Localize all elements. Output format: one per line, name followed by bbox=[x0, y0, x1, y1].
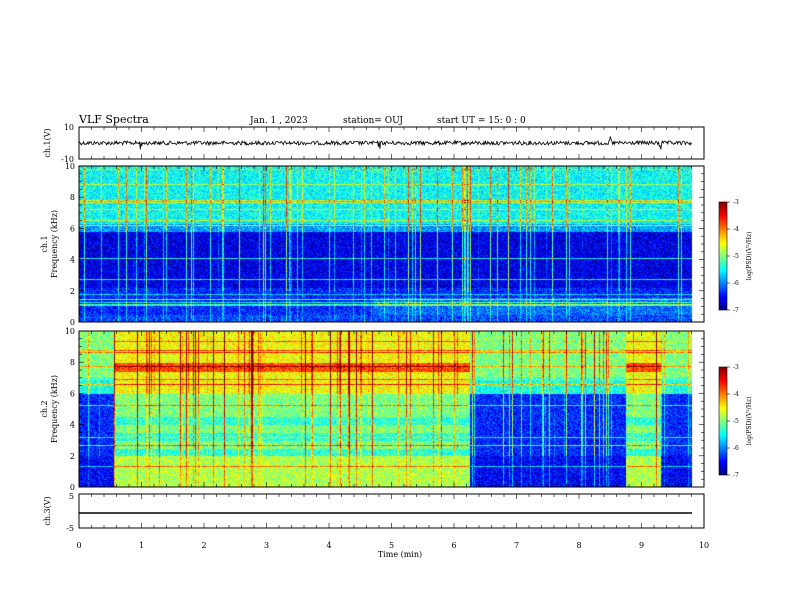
ch3-ytick-bottom: -5 bbox=[66, 524, 74, 533]
colorbar-tick-label: -3 bbox=[733, 364, 739, 371]
x-axis-tick-labels: 0 1 2 3 4 5 6 7 8 9 10 bbox=[76, 541, 709, 550]
x-tick-label: 7 bbox=[514, 541, 519, 550]
colorbar-tick-label: -7 bbox=[733, 307, 739, 314]
y-tick-label: 0 bbox=[70, 483, 75, 492]
colorbar-tick-label: -4 bbox=[733, 391, 739, 398]
ch1-colorbar: -3 -4 -5 -6 -7 log(PSD)(V²/Hz) bbox=[718, 199, 753, 314]
colorbar-tick-label: -7 bbox=[733, 472, 739, 479]
y-tick-label: 10 bbox=[65, 162, 75, 171]
ch2-spectrogram-ylabel-2: Frequency (kHz) bbox=[50, 375, 59, 443]
ch2-colorbar-label: log(PSD)(V²/Hz) bbox=[746, 397, 753, 446]
ch2-spectrogram-image bbox=[79, 331, 704, 487]
y-tick-label: 8 bbox=[70, 358, 75, 367]
ch1-spectrogram-ylabel-2: Frequency (kHz) bbox=[50, 210, 59, 278]
ch1-waveform-ylabel: ch.1(V) bbox=[43, 128, 52, 157]
x-tick-label: 0 bbox=[76, 541, 81, 550]
colorbar-tick-label: -6 bbox=[733, 445, 739, 452]
ch3-waveform-ticks bbox=[78, 494, 705, 528]
ch2-spectrogram-yticks: 0 2 4 6 8 10 bbox=[65, 327, 704, 492]
ch1-spectrogram-panel: 0 2 4 6 8 10 ch.1 Frequency (kHz) bbox=[40, 162, 705, 327]
ch1-colorbar-label: log(PSD)(V²/Hz) bbox=[746, 232, 753, 281]
colorbar-tick-label: -3 bbox=[733, 199, 739, 206]
y-tick-label: 4 bbox=[70, 256, 75, 265]
ch1-waveform-ticks bbox=[78, 127, 705, 159]
x-tick-label: 10 bbox=[699, 541, 709, 550]
ch2-colorbar-ticks: -3 -4 -5 -6 -7 bbox=[727, 364, 739, 479]
y-tick-label: 2 bbox=[70, 452, 75, 461]
ch1-spectrogram-image bbox=[79, 166, 704, 322]
x-axis-label: Time (min) bbox=[378, 550, 422, 559]
colorbar-tick-label: -5 bbox=[733, 418, 739, 425]
x-tick-label: 1 bbox=[139, 541, 144, 550]
y-tick-label: 6 bbox=[70, 224, 75, 233]
ch2-colorbar: -3 -4 -5 -6 -7 log(PSD)(V²/Hz) bbox=[718, 364, 753, 479]
ch3-waveform-panel: 5 -5 ch.3(V) bbox=[43, 492, 705, 533]
ch1-ytick-bottom: -10 bbox=[61, 155, 74, 164]
x-tick-label: 9 bbox=[639, 541, 644, 550]
start-time-label: start UT = 15: 0 : 0 bbox=[437, 116, 526, 126]
colorbar-tick-label: -5 bbox=[733, 253, 739, 260]
ch1-spectrogram-ylabel-1: ch.1 bbox=[40, 235, 49, 252]
ch1-ytick-top: 10 bbox=[64, 123, 74, 132]
ch1-spectrogram-ticks bbox=[78, 166, 705, 322]
y-tick-label: 6 bbox=[70, 389, 75, 398]
ch3-ytick-top: 5 bbox=[69, 492, 74, 501]
y-tick-label: 2 bbox=[70, 287, 75, 296]
ch1-colorbar-ticks: -3 -4 -5 -6 -7 bbox=[727, 199, 739, 314]
colorbar-tick-label: -4 bbox=[733, 226, 739, 233]
x-tick-label: 3 bbox=[264, 541, 269, 550]
date-label: Jan. 1 , 2023 bbox=[249, 116, 308, 126]
y-tick-label: 0 bbox=[70, 318, 75, 327]
ch3-waveform-ylabel: ch.3(V) bbox=[43, 496, 52, 525]
ch2-spectrogram-panel: 0 2 4 6 8 10 ch.2 Frequency (kHz) bbox=[40, 327, 705, 492]
x-tick-label: 2 bbox=[201, 541, 206, 550]
ch1-waveform-trace bbox=[78, 136, 692, 150]
ch1-waveform-panel: 10 -10 ch.1(V) bbox=[43, 123, 705, 164]
y-tick-label: 8 bbox=[70, 193, 75, 202]
ch2-spectrogram-ticks bbox=[78, 331, 705, 487]
figure-title: VLF Spectra bbox=[78, 113, 149, 126]
x-tick-label: 5 bbox=[389, 541, 394, 550]
x-tick-label: 4 bbox=[326, 541, 331, 550]
x-tick-label: 8 bbox=[576, 541, 581, 550]
ch2-spectrogram-ylabel-1: ch.2 bbox=[40, 400, 49, 417]
ch1-spectrogram-yticks: 0 2 4 6 8 10 bbox=[65, 162, 704, 327]
x-tick-label: 6 bbox=[451, 541, 456, 550]
colorbar-tick-label: -6 bbox=[733, 280, 739, 287]
station-label: station= OUJ bbox=[343, 116, 403, 126]
y-tick-label: 4 bbox=[70, 421, 75, 430]
y-tick-label: 10 bbox=[65, 327, 75, 336]
